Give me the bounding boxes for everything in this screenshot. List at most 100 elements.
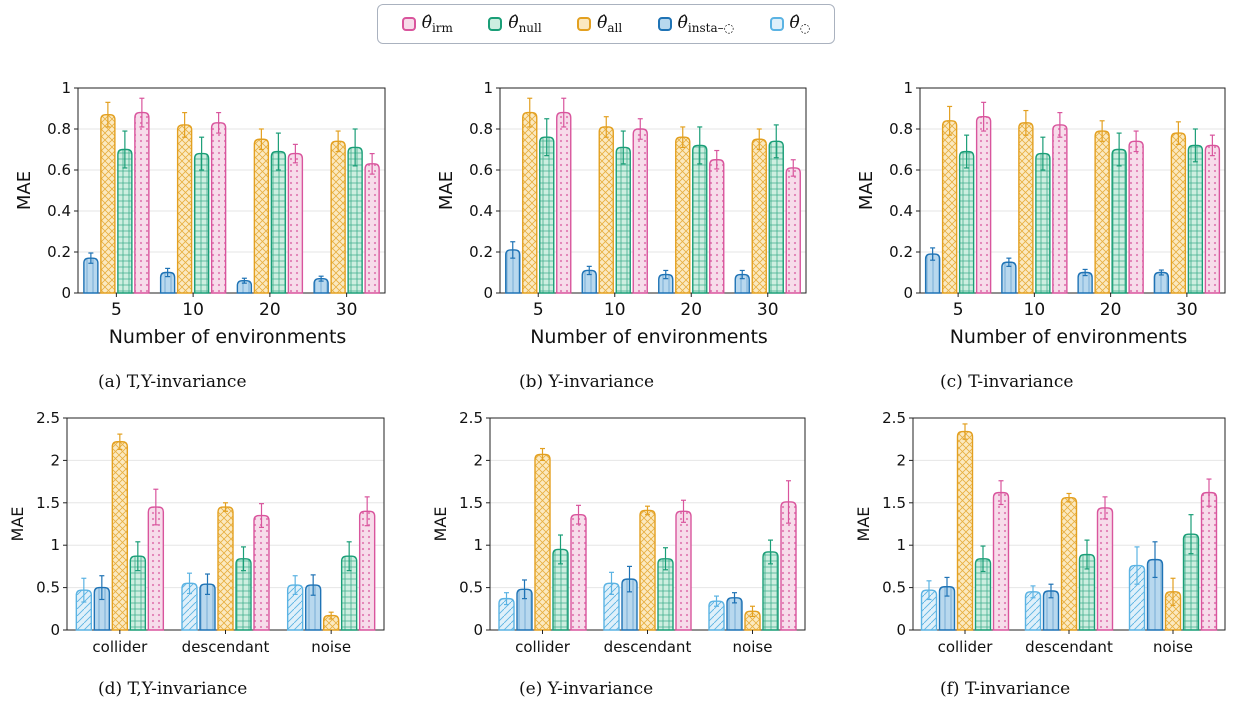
plot-frame (499, 87, 807, 294)
x-tick-label: 30 (1176, 300, 1198, 320)
bar (570, 513, 587, 631)
y-tick-label: 2.5 (36, 409, 60, 427)
x-tick-label: collider (515, 638, 571, 656)
bar (552, 548, 569, 631)
bar (975, 116, 992, 294)
bar (83, 257, 99, 294)
bar (1078, 553, 1096, 631)
bar (632, 128, 648, 294)
bar (920, 589, 938, 631)
bar (364, 163, 380, 294)
bar (358, 510, 376, 631)
y-tick-label: 0 (50, 621, 60, 639)
bar (217, 506, 234, 631)
bar (134, 111, 150, 294)
bar (199, 583, 216, 631)
bar (780, 501, 797, 631)
bar (621, 578, 638, 631)
legend-label: θ̂all (597, 13, 623, 35)
subfigure-caption: (e) Y-invariance (519, 679, 653, 699)
y-tick-label: 0 (61, 284, 71, 302)
x-tick-label: collider (92, 638, 148, 656)
bar (744, 610, 761, 631)
y-tick-label: 1.5 (36, 494, 60, 512)
bar (210, 122, 227, 294)
y-tick-label: 0.2 (469, 243, 493, 261)
y-axis-label: MAE (8, 507, 27, 542)
bar (958, 150, 975, 294)
y-tick-label: 2.5 (882, 409, 906, 427)
y-axis-label: MAE (431, 507, 450, 542)
bar (340, 555, 358, 631)
bar (75, 589, 93, 631)
bar (692, 144, 708, 294)
y-tick-label: 0 (896, 621, 906, 639)
x-tick-label: 5 (533, 300, 544, 320)
bar (498, 597, 515, 631)
bar (1018, 122, 1034, 294)
bar (147, 506, 165, 631)
plot-frame (77, 87, 386, 294)
subfigure-caption: (b) Y-invariance (519, 372, 654, 392)
y-tick-label: 0.6 (47, 161, 71, 179)
y-tick-label: 0 (903, 284, 913, 302)
y-tick-label: 1 (61, 79, 71, 97)
bar (956, 430, 974, 631)
bar (675, 510, 692, 631)
x-tick-label: 10 (1024, 300, 1046, 320)
y-tick-label: 2 (473, 451, 483, 469)
legend-label: θ̂◌ (789, 13, 811, 35)
bar (100, 113, 116, 294)
y-tick-label: 0.8 (469, 120, 493, 138)
y-tick-label: 0 (473, 621, 483, 639)
x-tick-label: noise (733, 638, 773, 656)
subfigure-caption: (f) T-invariance (940, 679, 1070, 699)
x-tick-label: 20 (1100, 300, 1122, 320)
legend-swatch (488, 17, 503, 31)
y-axis-label: MAE (436, 171, 457, 210)
x-axis-label: Number of environments (530, 326, 768, 348)
bar (1153, 271, 1170, 294)
y-tick-label: 0.6 (469, 161, 493, 179)
y-tick-label: 1.5 (882, 494, 906, 512)
bar (708, 600, 725, 631)
bar (313, 277, 329, 294)
bar (1204, 144, 1221, 294)
bar (322, 614, 340, 631)
bar (658, 273, 674, 294)
legend-swatch (577, 17, 592, 31)
bar (93, 586, 111, 631)
bar (938, 586, 956, 631)
y-axis-label: MAE (856, 171, 877, 210)
y-tick-label: 1 (473, 536, 483, 554)
bar (751, 138, 767, 294)
legend-item: θ̂◌ (769, 13, 811, 35)
bar (581, 269, 597, 294)
bar (176, 124, 193, 294)
bar (1042, 590, 1060, 631)
x-tick-label: noise (1153, 638, 1193, 656)
legend-item: θ̂insta–◌ (657, 13, 734, 35)
bar (1035, 152, 1051, 294)
subfigure-caption: (a) T,Y-invariance (98, 372, 247, 392)
bar (235, 558, 252, 631)
bar (974, 558, 992, 631)
bar (1024, 591, 1042, 631)
bar (330, 140, 346, 294)
plot-frame (919, 87, 1226, 294)
bar (1060, 497, 1078, 631)
bar (286, 584, 304, 631)
bar (304, 584, 322, 631)
y-tick-label: 0.5 (36, 579, 60, 597)
y-tick-label: 1 (50, 536, 60, 554)
bar (734, 273, 750, 294)
x-tick-label: 30 (336, 300, 358, 320)
bar (347, 146, 363, 294)
x-tick-label: 30 (757, 300, 779, 320)
y-tick-label: 2 (50, 451, 60, 469)
legend: θ̂irm θ̂null θ̂all θ̂insta–◌ θ̂◌ (377, 4, 835, 44)
chart-panel: 0 0.2 0.4 0.6 0.8 1 5 10 20 30 MAE Number of enviro… (436, 79, 807, 392)
bar (1094, 130, 1110, 294)
bar (253, 514, 270, 631)
